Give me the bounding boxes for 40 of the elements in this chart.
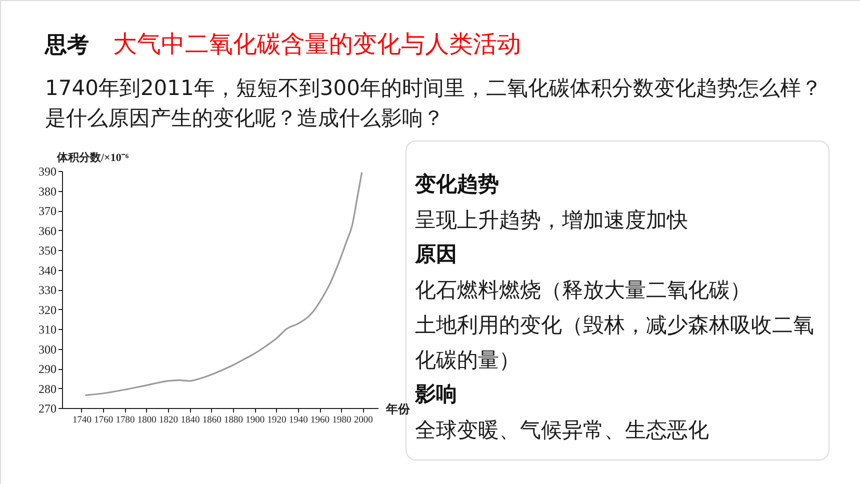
x-tick-label: 2000 <box>354 416 374 426</box>
text: 影响 <box>414 382 457 406</box>
y-tick-label: 280 <box>38 382 56 396</box>
y-tick-label: 320 <box>38 302 56 317</box>
y-tick-label: 350 <box>38 244 56 258</box>
x-tick-label: 1940 <box>288 416 308 426</box>
y-tick-label: 380 <box>38 184 56 198</box>
text: 呈现上升趋势，增加速度加快 <box>415 208 688 232</box>
x-tick-label: 1800 <box>137 416 157 426</box>
x-axis-title: 年份 <box>385 402 411 416</box>
text: 化石燃料燃烧（释放大量二氧化碳） <box>415 278 751 302</box>
y-axis-title: 体积分数/×10⁻⁶ <box>56 151 130 164</box>
x-tick-label: 1980 <box>332 416 352 426</box>
x-tick-label: 1960 <box>310 416 330 426</box>
y-tick-label: 300 <box>38 342 56 356</box>
text: 土地利用的变化（毁林，减少森林吸收二氧化碳的量） <box>415 313 814 372</box>
x-tick-label: 1740 <box>72 416 92 426</box>
text: 思考 <box>44 33 89 58</box>
line-series <box>85 172 363 396</box>
text: 1740年到2011年，短短不到300年的时间里，二氧化碳体积分数变化趋势怎么样？是什么原因产生的变化呢？造成什么影响？ <box>45 76 822 130</box>
y-tick-label: 330 <box>38 283 56 297</box>
y-tick-label: 270 <box>38 402 56 416</box>
text: 原因 <box>414 242 457 266</box>
x-tick-label: 1880 <box>224 416 244 426</box>
text: 大气中二氧化碳含量的变化与人类活动 <box>113 30 521 58</box>
x-tick-label: 1780 <box>116 416 136 426</box>
y-tick-label: 310 <box>38 322 56 336</box>
text: 全球变暖、气候异常、生态恶化 <box>415 418 709 442</box>
y-tick-label: 390 <box>38 164 56 178</box>
x-tick-label: 1820 <box>159 416 178 426</box>
y-tick-label: 290 <box>38 362 56 376</box>
y-tick-label: 370 <box>38 204 56 218</box>
y-tick-label: 360 <box>38 224 56 238</box>
y-tick-label: 340 <box>38 263 56 278</box>
x-tick-label: 1900 <box>246 416 265 426</box>
x-tick-label: 1920 <box>267 416 287 426</box>
text: 变化趋势 <box>414 172 499 196</box>
x-tick-label: 1840 <box>180 416 200 426</box>
x-tick-label: 1760 <box>94 416 114 426</box>
x-tick-label: 1860 <box>202 416 222 426</box>
